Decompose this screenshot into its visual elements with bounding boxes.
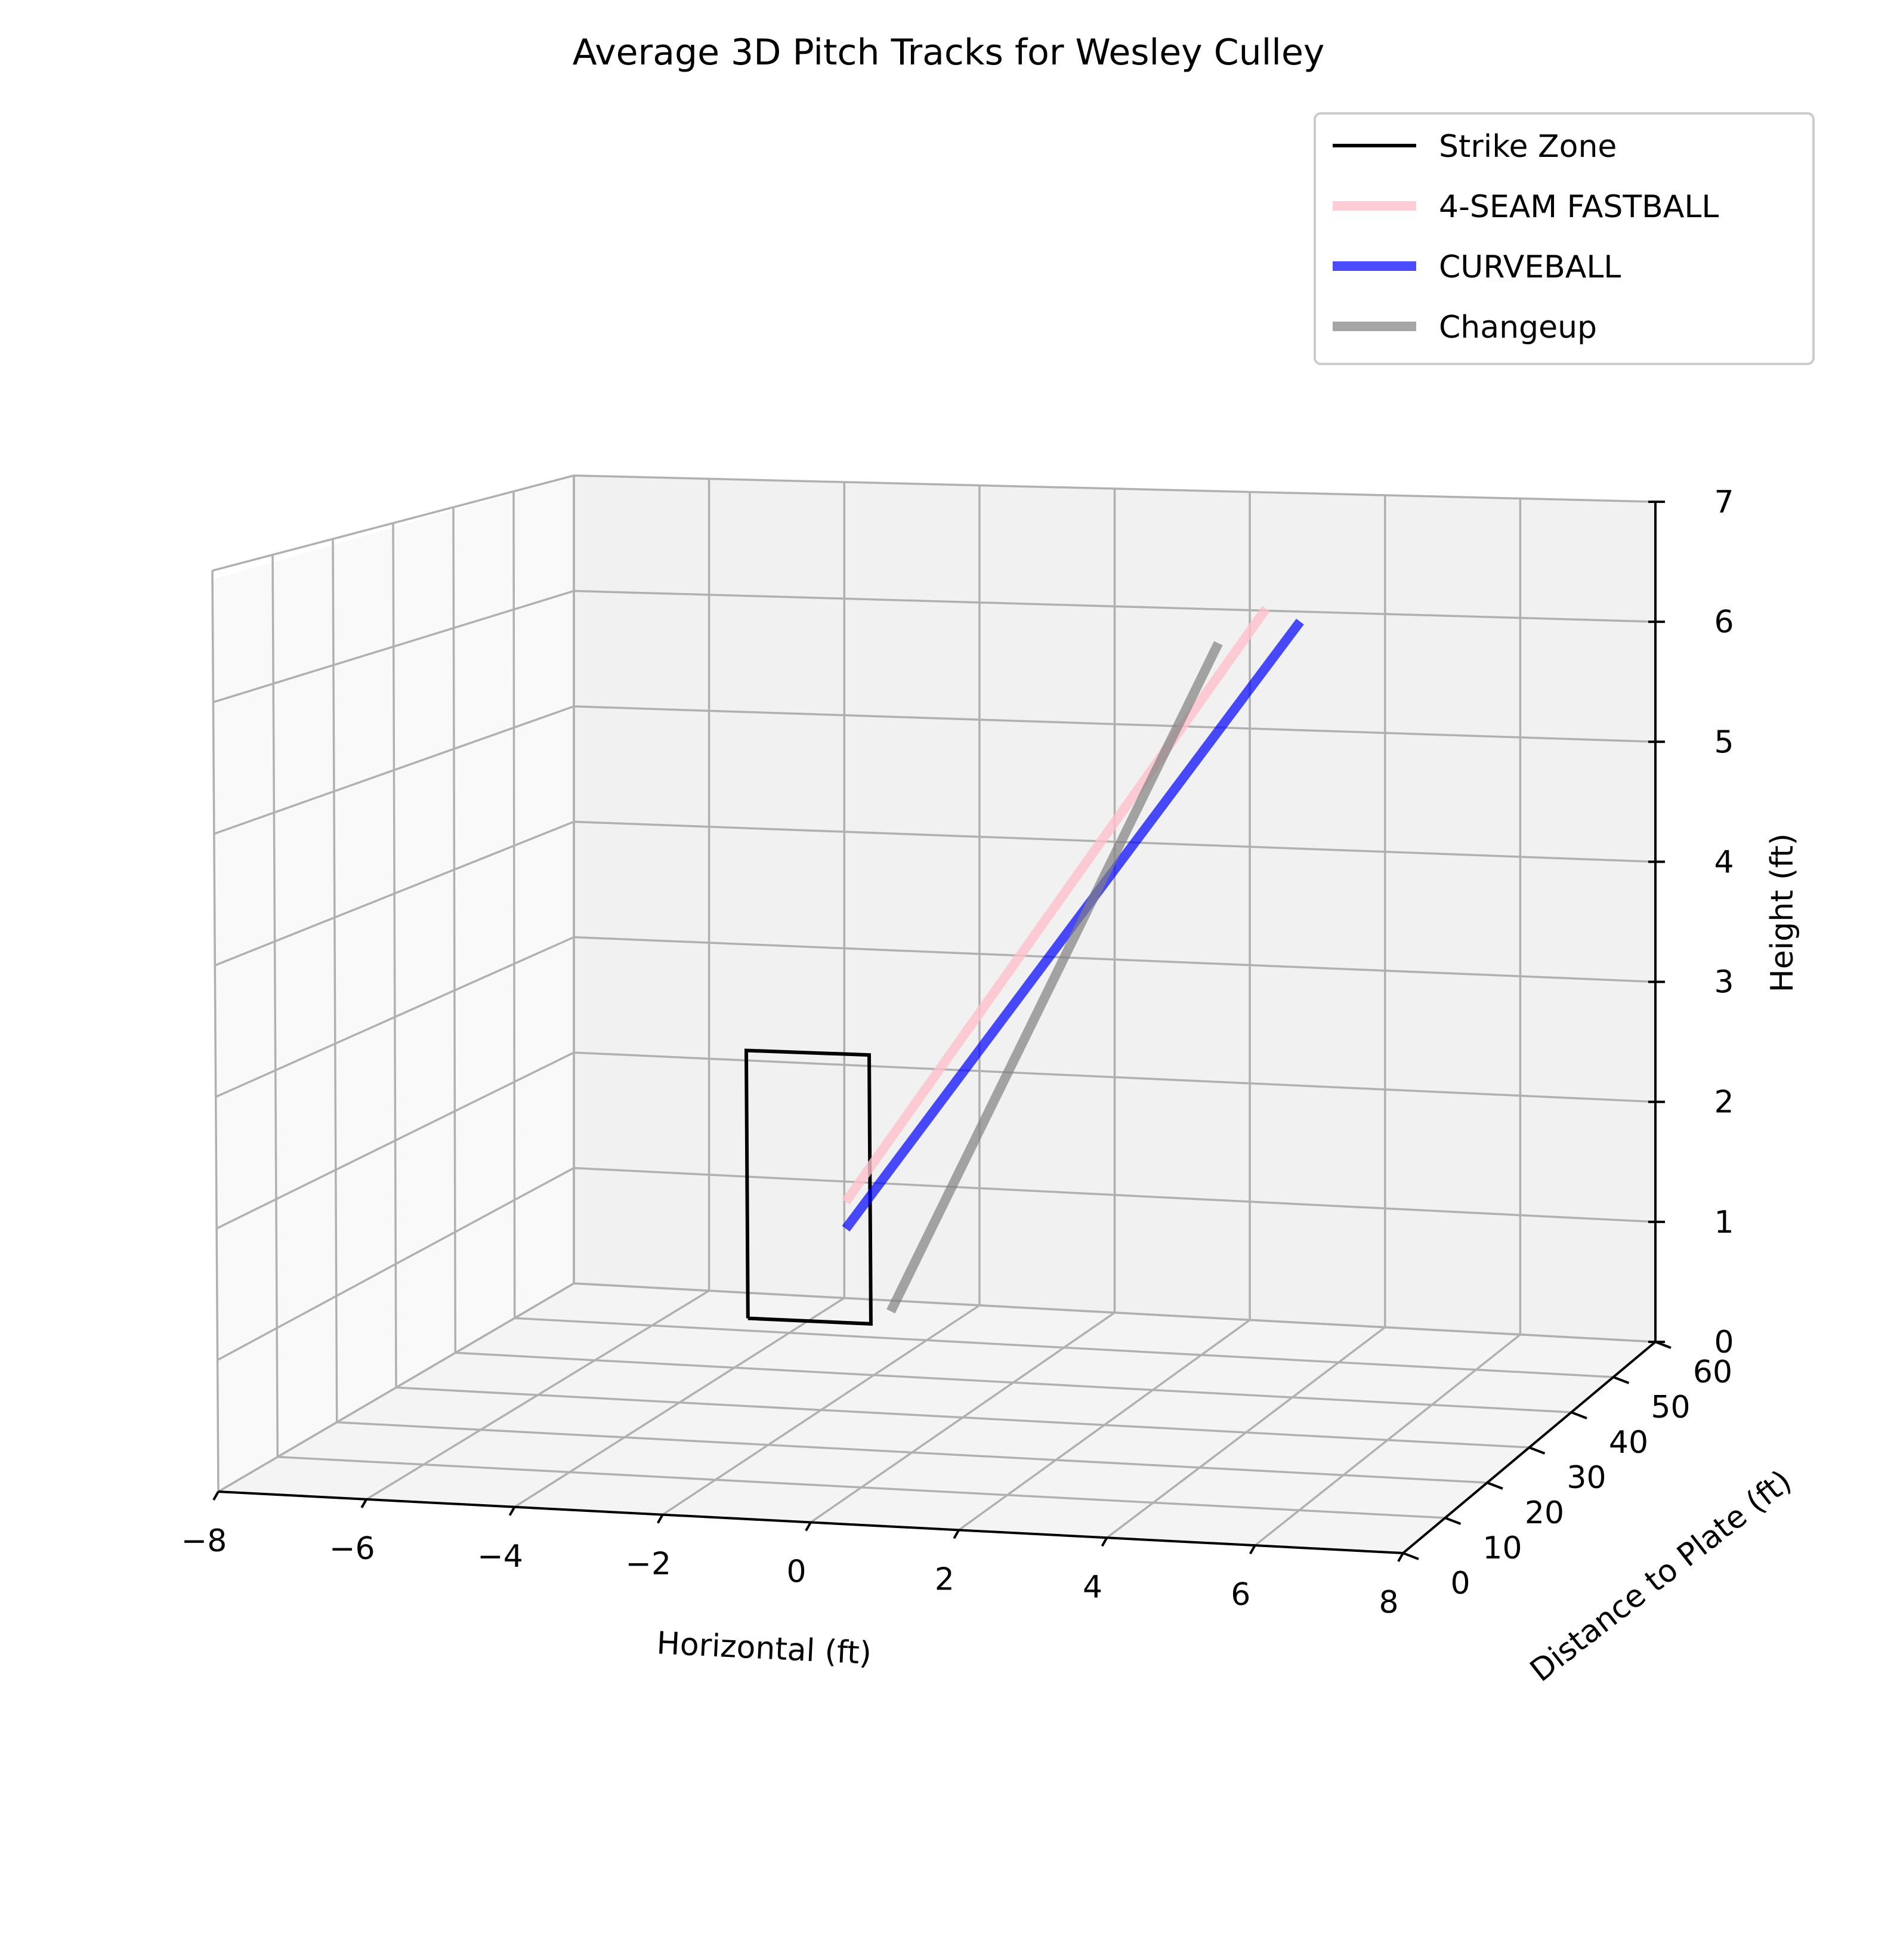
side-grid-z-2 — [216, 1051, 574, 1230]
z-axis-label: Height (ft) — [1765, 834, 1800, 993]
y-tick-label-6: 60 — [1693, 1354, 1732, 1390]
x-tick-label-8: 8 — [1379, 1585, 1398, 1621]
z-tick-label-6: 6 — [1714, 604, 1734, 640]
back-grid-z-7 — [573, 474, 1656, 503]
series-line-strike-zone — [744, 1048, 873, 1326]
y-tick-label-3: 30 — [1567, 1460, 1606, 1496]
x-tick-0 — [212, 1491, 220, 1501]
back-grid-z-0 — [573, 1282, 1656, 1343]
y-tick-label-2: 20 — [1525, 1495, 1564, 1531]
floor-grid-y-4 — [455, 1351, 1572, 1413]
series-line-4-seam-fastball — [842, 606, 1270, 1205]
y-tick-label-4: 40 — [1609, 1425, 1648, 1461]
legend-box — [1314, 112, 1815, 365]
y-tick-3 — [1528, 1446, 1546, 1455]
side-grid-y-2 — [332, 539, 338, 1422]
floor-grid-y-1 — [277, 1456, 1445, 1519]
side-grid-y-0 — [211, 570, 220, 1492]
z-tick-label-2: 2 — [1714, 1085, 1734, 1121]
back-grid-z-4 — [573, 820, 1656, 863]
z-tick-label-4: 4 — [1714, 844, 1734, 880]
chart-title: Average 3D Pitch Tracks for Wesley Culle… — [573, 32, 1325, 73]
y-tick-1 — [1444, 1517, 1462, 1525]
x-tick-label-6: 4 — [1083, 1569, 1102, 1605]
y-tick-2 — [1487, 1481, 1503, 1490]
legend-label-0: Strike Zone — [1439, 129, 1617, 165]
side-grid-y-1 — [271, 554, 279, 1457]
x-tick-label-0: −8 — [181, 1523, 227, 1559]
z-tick-label-5: 5 — [1714, 724, 1734, 760]
x-tick-label-1: −6 — [329, 1531, 375, 1567]
legend-items: Strike Zone 4-SEAM FASTBALL CURVEBALL Chang… — [1333, 129, 1719, 345]
x-tick-5 — [953, 1529, 960, 1539]
x-tick-label-2: −4 — [477, 1539, 523, 1575]
back-grid-z-5 — [573, 705, 1656, 743]
side-grid-z-5 — [214, 705, 574, 835]
x-tick-3 — [657, 1514, 664, 1524]
x-tick-6 — [1101, 1537, 1108, 1547]
back-grid-z-3 — [573, 936, 1656, 983]
side-grid-z-3 — [215, 936, 574, 1098]
pitch-series — [744, 606, 1304, 1326]
x-tick-2 — [508, 1506, 516, 1516]
x-tick-1 — [360, 1498, 367, 1508]
side-grid-z-4 — [214, 820, 574, 967]
legend-label-3: Changeup — [1439, 310, 1597, 345]
axes — [212, 501, 1672, 1562]
floor-grid-y-3 — [396, 1386, 1530, 1449]
x-tick-label-3: −2 — [625, 1547, 671, 1582]
floor-grid-y-5 — [514, 1317, 1614, 1378]
side-grid-z-7 — [212, 474, 574, 572]
x-tick-label-4: 0 — [786, 1554, 806, 1590]
y-axis-label: Distance to Plate (ft) — [1524, 1463, 1799, 1689]
x-tick-4 — [805, 1521, 812, 1532]
z-tick-label-0: 0 — [1714, 1325, 1734, 1360]
side-grid-z-0 — [218, 1282, 574, 1493]
side-grid-y-5 — [512, 491, 516, 1319]
y-tick-label-1: 10 — [1482, 1530, 1522, 1566]
side-grid-z-1 — [217, 1167, 574, 1362]
x-tick-8 — [1397, 1552, 1404, 1562]
back-grid-z-2 — [573, 1051, 1656, 1103]
left-wall-pane — [211, 476, 574, 1492]
legend: Strike Zone 4-SEAM FASTBALL CURVEBALL Chang… — [1314, 112, 1815, 365]
legend-label-2: CURVEBALL — [1439, 249, 1621, 285]
floor-pane — [218, 1283, 1655, 1553]
y-tick-label-5: 50 — [1651, 1390, 1690, 1425]
x-tick-label-7: 6 — [1231, 1577, 1250, 1613]
floor-grid-y-2 — [336, 1421, 1488, 1484]
z-tick-label-7: 7 — [1714, 484, 1734, 520]
side-grid-y-4 — [452, 507, 457, 1353]
y-tick-4 — [1571, 1411, 1587, 1419]
side-grid-z-6 — [212, 589, 574, 703]
z-tick-label-1: 1 — [1714, 1205, 1734, 1240]
y-tick-0 — [1402, 1552, 1419, 1560]
x-tick-7 — [1249, 1545, 1256, 1555]
back-grid-z-6 — [573, 589, 1656, 623]
y-tick-label-0: 0 — [1450, 1566, 1470, 1601]
series-line-curveball — [842, 619, 1304, 1232]
series-line-changeup — [886, 641, 1223, 1314]
x-tick-label-5: 2 — [935, 1561, 954, 1597]
x-axis-label: Horizontal (ft) — [656, 1625, 872, 1672]
z-tick-label-3: 3 — [1714, 965, 1734, 1001]
legend-label-1: 4-SEAM FASTBALL — [1439, 189, 1719, 225]
side-grid-y-3 — [392, 523, 397, 1388]
back-grid-z-1 — [573, 1166, 1656, 1223]
y-tick-5 — [1612, 1376, 1630, 1384]
